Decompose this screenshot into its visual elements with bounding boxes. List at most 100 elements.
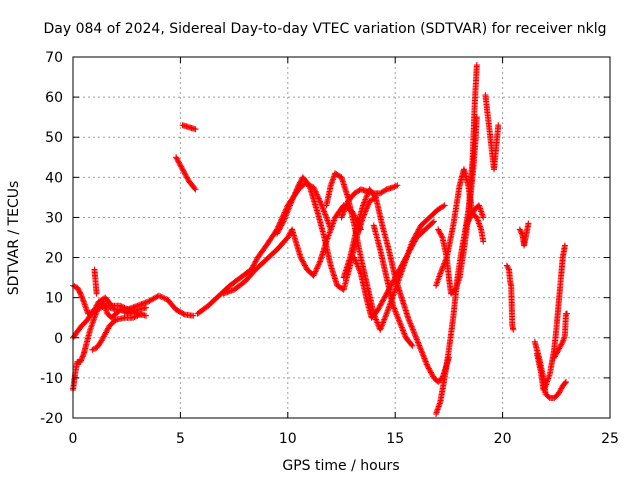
data-point (377, 302, 384, 309)
data-point (429, 219, 436, 226)
data-point (557, 386, 564, 393)
data-point (128, 308, 135, 315)
x-tick-label: 20 (494, 431, 512, 447)
data-point (122, 305, 129, 312)
data-point (124, 306, 131, 313)
data-point (463, 221, 470, 228)
data-point (401, 257, 408, 264)
data-point (192, 126, 199, 133)
data-point (253, 257, 260, 264)
data-point (105, 325, 112, 332)
data-point (375, 305, 382, 312)
data-point (89, 346, 96, 353)
data-point (291, 190, 298, 197)
series-V (516, 220, 532, 249)
data-point (428, 369, 434, 376)
data-point (440, 203, 447, 210)
data-point (127, 307, 134, 314)
data-point (480, 238, 487, 245)
data-point (98, 337, 105, 344)
data-point (505, 265, 512, 272)
y-tick-label: 0 (54, 331, 63, 347)
data-point (395, 267, 402, 274)
data-point (438, 233, 445, 240)
data-point (412, 237, 419, 244)
data-point (391, 275, 398, 282)
data-point (555, 346, 562, 353)
data-point (99, 336, 106, 343)
data-point (376, 304, 383, 311)
data-point (465, 218, 472, 225)
data-point (90, 346, 97, 353)
data-point (558, 341, 565, 348)
series-K (323, 170, 448, 333)
data-point (294, 183, 301, 190)
data-point (392, 273, 399, 280)
data-point (382, 293, 389, 300)
x-axis-label: GPS time / hours (282, 458, 399, 474)
data-point (480, 214, 487, 221)
data-point (277, 223, 284, 230)
data-point (173, 155, 180, 162)
data-point (92, 304, 99, 311)
data-point (94, 301, 101, 308)
data-point (180, 168, 187, 175)
data-point (430, 218, 437, 225)
data-point (178, 163, 185, 170)
data-point (274, 229, 281, 236)
data-point (121, 304, 128, 311)
data-point (463, 222, 470, 229)
data-point (396, 266, 403, 273)
y-tick-label: -10 (40, 371, 63, 387)
data-point (389, 279, 396, 286)
data-point (301, 261, 308, 268)
data-point (100, 333, 107, 340)
data-point (415, 226, 422, 233)
data-point (392, 183, 399, 190)
data-point (251, 259, 258, 266)
series-O (370, 222, 416, 349)
data-point (556, 389, 563, 396)
y-tick-label: -20 (40, 411, 63, 427)
data-point (286, 202, 293, 209)
data-point (555, 390, 562, 397)
data-point (435, 226, 442, 233)
data-point (375, 306, 382, 313)
data-point (464, 219, 471, 226)
series-D (89, 310, 145, 353)
data-point (426, 366, 433, 373)
data-point (314, 264, 321, 271)
data-point (102, 330, 109, 337)
data-point (425, 365, 432, 372)
data-point (301, 262, 308, 269)
data-point (315, 261, 322, 268)
data-point (406, 247, 413, 254)
data-point (100, 334, 107, 341)
data-point (305, 181, 312, 188)
data-point (118, 303, 125, 310)
series-T (482, 92, 502, 173)
data-point (315, 194, 322, 201)
data-point (380, 297, 387, 304)
data-point (310, 272, 317, 279)
data-point (382, 187, 389, 194)
data-point (378, 300, 385, 307)
data-point (559, 340, 566, 347)
data-point (390, 184, 397, 191)
data-point (288, 198, 295, 205)
data-point (290, 195, 297, 202)
data-point (155, 292, 162, 299)
data-point (285, 233, 292, 240)
data-point (179, 166, 186, 173)
data-point (427, 368, 434, 375)
data-point (468, 211, 475, 218)
data-point (175, 159, 182, 166)
data-point (138, 310, 145, 317)
y-tick-label: 40 (45, 170, 63, 186)
data-point (394, 270, 401, 277)
data-point (184, 175, 191, 182)
data-point (437, 230, 444, 237)
series-G (179, 122, 199, 133)
axis-ticks: 0 5 10 15 20 25 -20 -10 0 10 20 30 40 50 60 70 (40, 50, 619, 447)
data-point (438, 231, 445, 238)
